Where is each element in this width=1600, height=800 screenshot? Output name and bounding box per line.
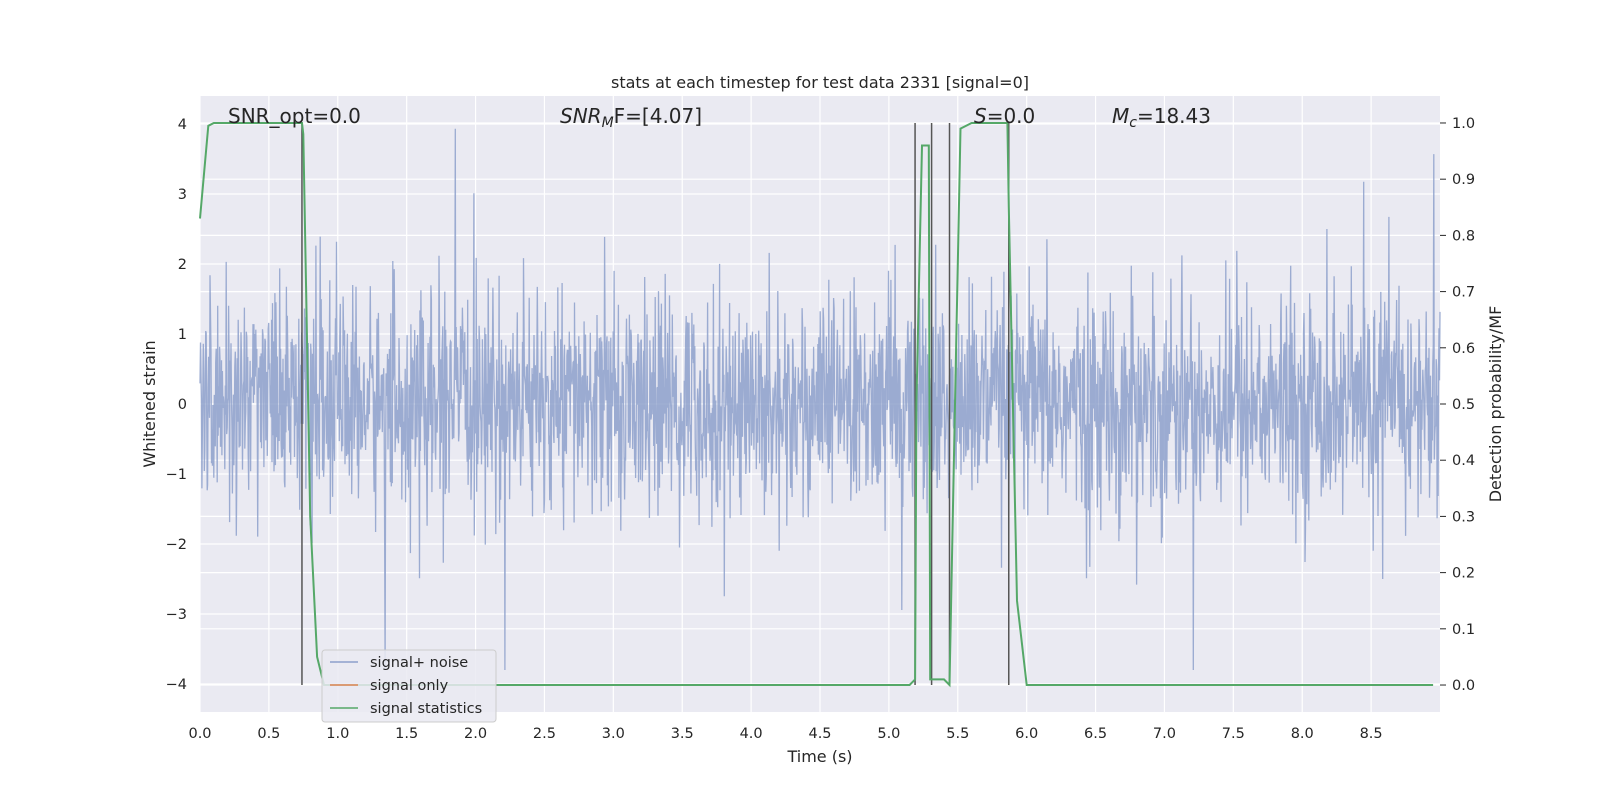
right-y-tick-label: 0.5: [1452, 397, 1475, 413]
x-tick-label: 1.0: [326, 726, 349, 742]
right-y-tick-label: 0.2: [1452, 566, 1475, 582]
left-y-tick-label: −2: [166, 537, 187, 553]
y-axis-label-left: Whitened strain: [140, 340, 159, 467]
vertical-markers: [301, 122, 1010, 686]
legend: signal+ noise signal only signal statist…: [321, 649, 497, 723]
right-y-tick-label: 0.7: [1452, 285, 1475, 301]
left-y-tick-label: 3: [178, 187, 187, 203]
right-y-tick-labels: 1.0 0.9 0.8 0.7 0.6 0.5 0.4 0.3 0.2 0.1 0.0: [1440, 116, 1475, 694]
x-tick-label: 0.5: [257, 726, 280, 742]
right-y-tick-label: 0.4: [1452, 453, 1475, 469]
legend-box: [321, 649, 497, 723]
y-axis-label-right: Detection probability/MF: [1486, 306, 1505, 503]
annotation-snr-opt: SNR_opt=0.0: [228, 104, 361, 128]
x-tick-label: 5.5: [946, 726, 969, 742]
left-y-tick-label: 1: [178, 327, 187, 343]
annotation-snr-mf: SNRMF=[4.07]: [560, 104, 702, 131]
series-signal-statistics: [199, 122, 1434, 688]
left-y-tick-label: 2: [178, 257, 187, 273]
x-tick-label: 8.0: [1291, 726, 1314, 742]
x-tick-label: 2.5: [533, 726, 556, 742]
series-signal-statistics-line: [199, 122, 1434, 688]
left-y-tick-label: 0: [178, 397, 187, 413]
series-signal-noise: [199, 128, 1441, 671]
right-y-tick-label: 0.8: [1452, 228, 1475, 244]
left-y-tick-label: −3: [166, 607, 187, 623]
x-tick-label: 5.0: [877, 726, 900, 742]
x-axis-label: Time (s): [786, 747, 852, 766]
x-tick-labels: 0.0 0.5 1.0 1.5 2.0 2.5 3.0 3.5 4.0 4.5 5.0 5.5 6.0 6…: [188, 726, 1382, 742]
legend-label-signal-only: signal only: [370, 678, 449, 694]
x-tick-label: 7.5: [1222, 726, 1245, 742]
right-y-tick-label: 0.0: [1452, 678, 1475, 694]
x-tick-label: 0.0: [188, 726, 211, 742]
right-y-tick-label: 1.0: [1452, 116, 1475, 132]
right-y-tick-label: 0.6: [1452, 341, 1475, 357]
right-y-tick-label: 0.1: [1452, 622, 1475, 638]
left-y-tick-label: 4: [178, 117, 187, 133]
x-tick-label: 3.5: [671, 726, 694, 742]
annotation-mc: Mc=18.43: [1112, 104, 1211, 131]
x-tick-label: 7.0: [1153, 726, 1176, 742]
x-tick-label: 4.5: [808, 726, 831, 742]
legend-label-signal-statistics: signal statistics: [370, 701, 482, 717]
x-tick-label: 8.5: [1360, 726, 1383, 742]
x-tick-label: 1.5: [395, 726, 418, 742]
left-y-tick-label: −4: [166, 677, 187, 693]
x-tick-label: 6.0: [1015, 726, 1038, 742]
series-signal-noise-line: [199, 128, 1441, 671]
x-tick-label: 4.0: [740, 726, 763, 742]
left-y-tick-labels: 4 3 2 1 0 −1 −2 −3 −4: [166, 117, 187, 693]
right-y-tick-label: 0.9: [1452, 172, 1475, 188]
right-y-tick-label: 0.3: [1452, 509, 1475, 525]
x-tick-label: 2.0: [464, 726, 487, 742]
chart-title: stats at each timestep for test data 233…: [611, 73, 1029, 92]
x-tick-label: 6.5: [1084, 726, 1107, 742]
x-tick-label: 3.0: [602, 726, 625, 742]
legend-label-signal-noise: signal+ noise: [370, 655, 468, 671]
left-y-tick-label: −1: [166, 467, 187, 483]
annotation-s: S=0.0: [974, 104, 1035, 128]
